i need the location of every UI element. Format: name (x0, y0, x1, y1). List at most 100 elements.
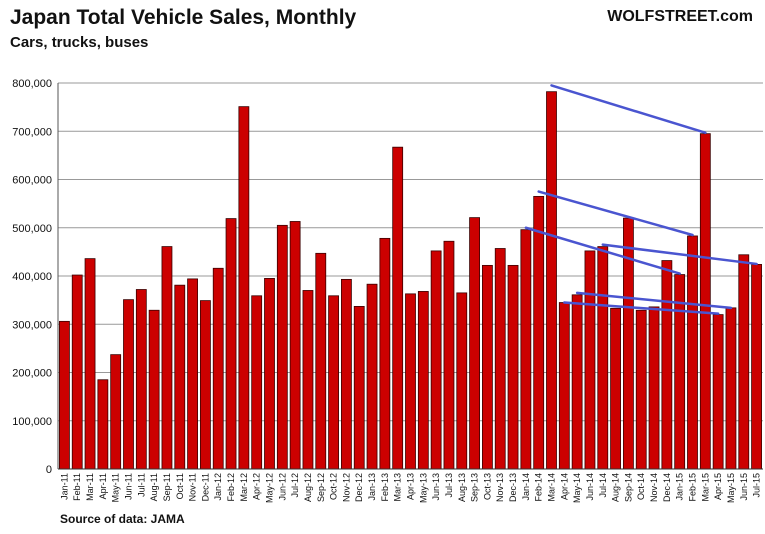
bar (725, 307, 737, 470)
x-tick-label: Sep-13 (470, 473, 480, 502)
bar (610, 307, 621, 470)
x-tick-label: Jun-13 (431, 473, 441, 501)
x-tick-label: May-13 (418, 473, 428, 503)
bar (97, 379, 109, 470)
bar (225, 218, 237, 470)
x-tick-label: May-12 (265, 473, 275, 503)
x-tick-label: Feb-14 (534, 473, 544, 502)
x-tick-label: Jan-13 (367, 473, 377, 501)
bar (417, 291, 429, 470)
bar (482, 264, 493, 470)
bar (276, 224, 288, 470)
x-tick-label: Jun-14 (585, 473, 595, 501)
bar (148, 309, 160, 470)
bar (546, 91, 557, 470)
x-tick-label: Oct-11 (175, 473, 185, 499)
x-tick-label: Apr-11 (98, 473, 108, 499)
bar (456, 292, 468, 470)
x-tick-label: Apr-12 (252, 473, 262, 500)
y-tick-label: 400,000 (12, 271, 52, 283)
x-tick-label: Aug-14 (611, 473, 621, 502)
bar (71, 274, 83, 470)
x-tick-label: Oct-12 (329, 473, 339, 500)
bar (251, 295, 263, 470)
bar (238, 106, 250, 470)
x-tick-label: Jul-14 (598, 473, 608, 498)
bar (533, 195, 545, 470)
x-tick-label: Dec-11 (200, 473, 210, 501)
trend-line (601, 243, 758, 266)
bar (341, 278, 352, 470)
bar (623, 217, 634, 470)
x-tick-label: Sep-11 (162, 473, 172, 501)
bar (648, 306, 660, 470)
x-tick-label: Jul-15 (752, 473, 762, 498)
x-tick-label: Jun-11 (124, 473, 134, 500)
bar (751, 264, 762, 470)
bar (59, 320, 70, 470)
bar (443, 240, 455, 470)
x-tick-label: Jul-11 (136, 473, 146, 497)
bar (392, 146, 404, 470)
x-tick-label: Jan-11 (59, 473, 69, 500)
x-tick-label: Dec-14 (662, 473, 672, 502)
x-tick-label: Feb-11 (72, 473, 82, 501)
x-tick-label: Apr-13 (406, 473, 416, 500)
x-tick-label: Feb-12 (226, 473, 236, 502)
bar (379, 237, 391, 470)
bar (366, 283, 378, 470)
x-tick-label: Jul-13 (444, 473, 454, 498)
bar (699, 133, 711, 470)
bar (597, 246, 609, 470)
bar (110, 354, 122, 470)
bar (430, 250, 442, 470)
x-tick-label: Jan-15 (675, 473, 685, 501)
bar (84, 258, 96, 470)
bar (507, 264, 519, 470)
bar (738, 254, 750, 470)
x-tick-label: May-11 (111, 473, 121, 502)
bar (635, 309, 647, 470)
bar (494, 248, 506, 470)
x-tick-label: Jan-12 (213, 473, 223, 501)
x-tick-label: Mar-12 (239, 473, 249, 502)
bar (558, 302, 570, 470)
x-tick-label: Feb-15 (688, 473, 698, 502)
x-tick-label: Aug-12 (303, 473, 313, 502)
y-tick-label: 200,000 (12, 368, 52, 380)
x-tick-label: Nov-14 (649, 473, 659, 502)
bar (520, 229, 532, 470)
bar (405, 293, 416, 470)
bar (302, 290, 314, 470)
bar (187, 278, 198, 470)
y-tick-label: 800,000 (12, 78, 52, 90)
y-tick-label: 300,000 (12, 319, 52, 331)
bar (123, 299, 134, 470)
x-tick-label: Mar-14 (547, 473, 557, 502)
bar (571, 294, 583, 470)
y-tick-label: 100,000 (12, 416, 52, 428)
bar (161, 246, 173, 470)
x-tick-label: Aug-11 (149, 473, 159, 501)
bar (135, 289, 147, 470)
x-tick-label: Mar-13 (393, 473, 403, 502)
trend-line (563, 301, 720, 315)
x-tick-label: Feb-13 (380, 473, 390, 502)
trend-line (575, 291, 733, 310)
bar (289, 221, 301, 470)
chart-title: Japan Total Vehicle Sales, Monthly (10, 6, 357, 29)
x-tick-label: Jun-12 (277, 473, 287, 501)
trend-line (524, 226, 681, 275)
y-tick-label: 0 (46, 464, 52, 476)
bar (687, 235, 698, 470)
x-tick-label: Nov-12 (341, 473, 351, 502)
trend-line (537, 190, 694, 237)
bar (200, 300, 211, 470)
x-tick-label: Sep-14 (623, 473, 633, 502)
bar (212, 267, 224, 470)
x-tick-label: Apr-14 (559, 473, 569, 500)
bar (315, 252, 327, 470)
bar (661, 260, 673, 470)
source-note: Source of data: JAMA (60, 512, 185, 526)
